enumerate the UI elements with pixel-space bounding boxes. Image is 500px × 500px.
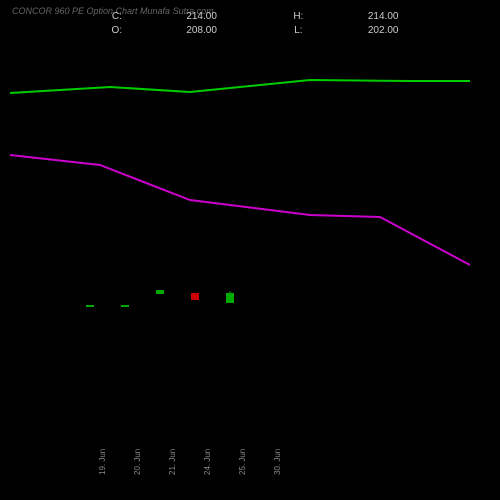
ohlc-open: O: 208.00	[76, 24, 243, 38]
ohlc-low: L: 202.00	[257, 24, 424, 38]
candle-body	[156, 290, 164, 294]
chart-canvas	[10, 45, 470, 415]
ohlc-high: H: 214.00	[257, 10, 424, 24]
ohlc-block: C: 214.00 H: 214.00 O: 208.00 L: 202.00	[0, 10, 500, 38]
x-axis-tick-label: 20. Jun	[133, 449, 142, 475]
candle-body	[226, 293, 234, 303]
series-line	[10, 155, 470, 265]
series-line	[10, 80, 470, 93]
candle-body	[121, 305, 129, 307]
ohlc-close: C: 214.00	[76, 10, 243, 24]
x-axis-labels: 19. Jun 20. Jun 21. Jun 24. Jun 25. Jun 30. J…	[10, 430, 470, 490]
x-axis-tick-label: 25. Jun	[238, 449, 247, 475]
candle-body	[191, 293, 199, 300]
x-axis-tick-label: 21. Jun	[168, 449, 177, 475]
x-axis-tick-label: 30. Jun	[273, 449, 282, 475]
x-axis-tick-label: 24. Jun	[203, 449, 212, 475]
candle-body	[86, 305, 94, 307]
x-axis-tick-label: 19. Jun	[98, 449, 107, 475]
